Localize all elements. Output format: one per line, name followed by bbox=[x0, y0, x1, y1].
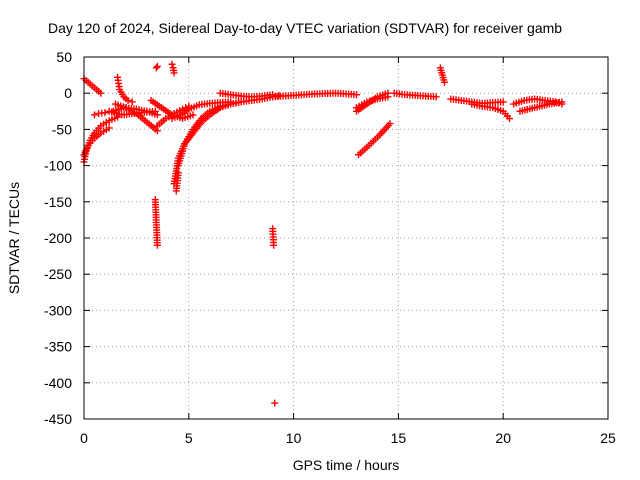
data-point bbox=[105, 124, 113, 132]
data-point bbox=[270, 241, 278, 249]
data-point bbox=[386, 120, 394, 128]
x-tick-label: 5 bbox=[185, 430, 193, 446]
data-point bbox=[168, 60, 176, 68]
data-point bbox=[153, 111, 161, 119]
y-tick-label: -400 bbox=[44, 375, 72, 391]
data-point bbox=[170, 69, 178, 77]
y-tick-label: -50 bbox=[52, 121, 72, 137]
y-tick-label: -150 bbox=[44, 194, 72, 210]
x-axis-label: GPS time / hours bbox=[293, 457, 400, 473]
y-tick-label: -100 bbox=[44, 158, 72, 174]
data-point bbox=[352, 91, 360, 99]
y-tick-label: 0 bbox=[64, 85, 72, 101]
x-tick-label: 10 bbox=[286, 430, 302, 446]
data-point bbox=[432, 93, 440, 101]
y-tick-label: -300 bbox=[44, 302, 72, 318]
data-point bbox=[97, 89, 105, 97]
x-tick-label: 15 bbox=[391, 430, 407, 446]
data-point bbox=[271, 399, 279, 407]
grid-layer bbox=[84, 57, 608, 419]
data-point bbox=[384, 93, 392, 101]
data-point bbox=[90, 111, 98, 119]
data-point bbox=[499, 98, 507, 106]
data-point bbox=[153, 62, 161, 70]
chart-title: Day 120 of 2024, Sidereal Day-to-day VTE… bbox=[48, 20, 562, 36]
ticks-layer: 0 5 10 15 20 25 50 0 -50 -100 -150 -200 -250 -300 -350… bbox=[44, 49, 616, 446]
x-tick-label: 0 bbox=[80, 430, 88, 446]
data-point bbox=[152, 64, 160, 72]
data-point bbox=[441, 78, 449, 86]
y-axis-label: SDTVAR / TECUs bbox=[6, 182, 22, 294]
points-layer bbox=[80, 60, 566, 407]
data-point bbox=[124, 96, 132, 104]
data-point bbox=[101, 109, 109, 117]
x-tick-label: 20 bbox=[495, 430, 511, 446]
data-point bbox=[128, 98, 136, 106]
x-tick-label: 25 bbox=[600, 430, 616, 446]
data-point bbox=[275, 91, 283, 99]
data-point bbox=[505, 115, 513, 123]
y-tick-label: -350 bbox=[44, 339, 72, 355]
data-point bbox=[153, 241, 161, 249]
data-point bbox=[189, 111, 197, 119]
y-tick-label: -450 bbox=[44, 411, 72, 427]
data-point bbox=[558, 98, 566, 106]
y-tick-label: -200 bbox=[44, 230, 72, 246]
y-tick-label: -250 bbox=[44, 266, 72, 282]
y-tick-label: 50 bbox=[56, 49, 72, 65]
